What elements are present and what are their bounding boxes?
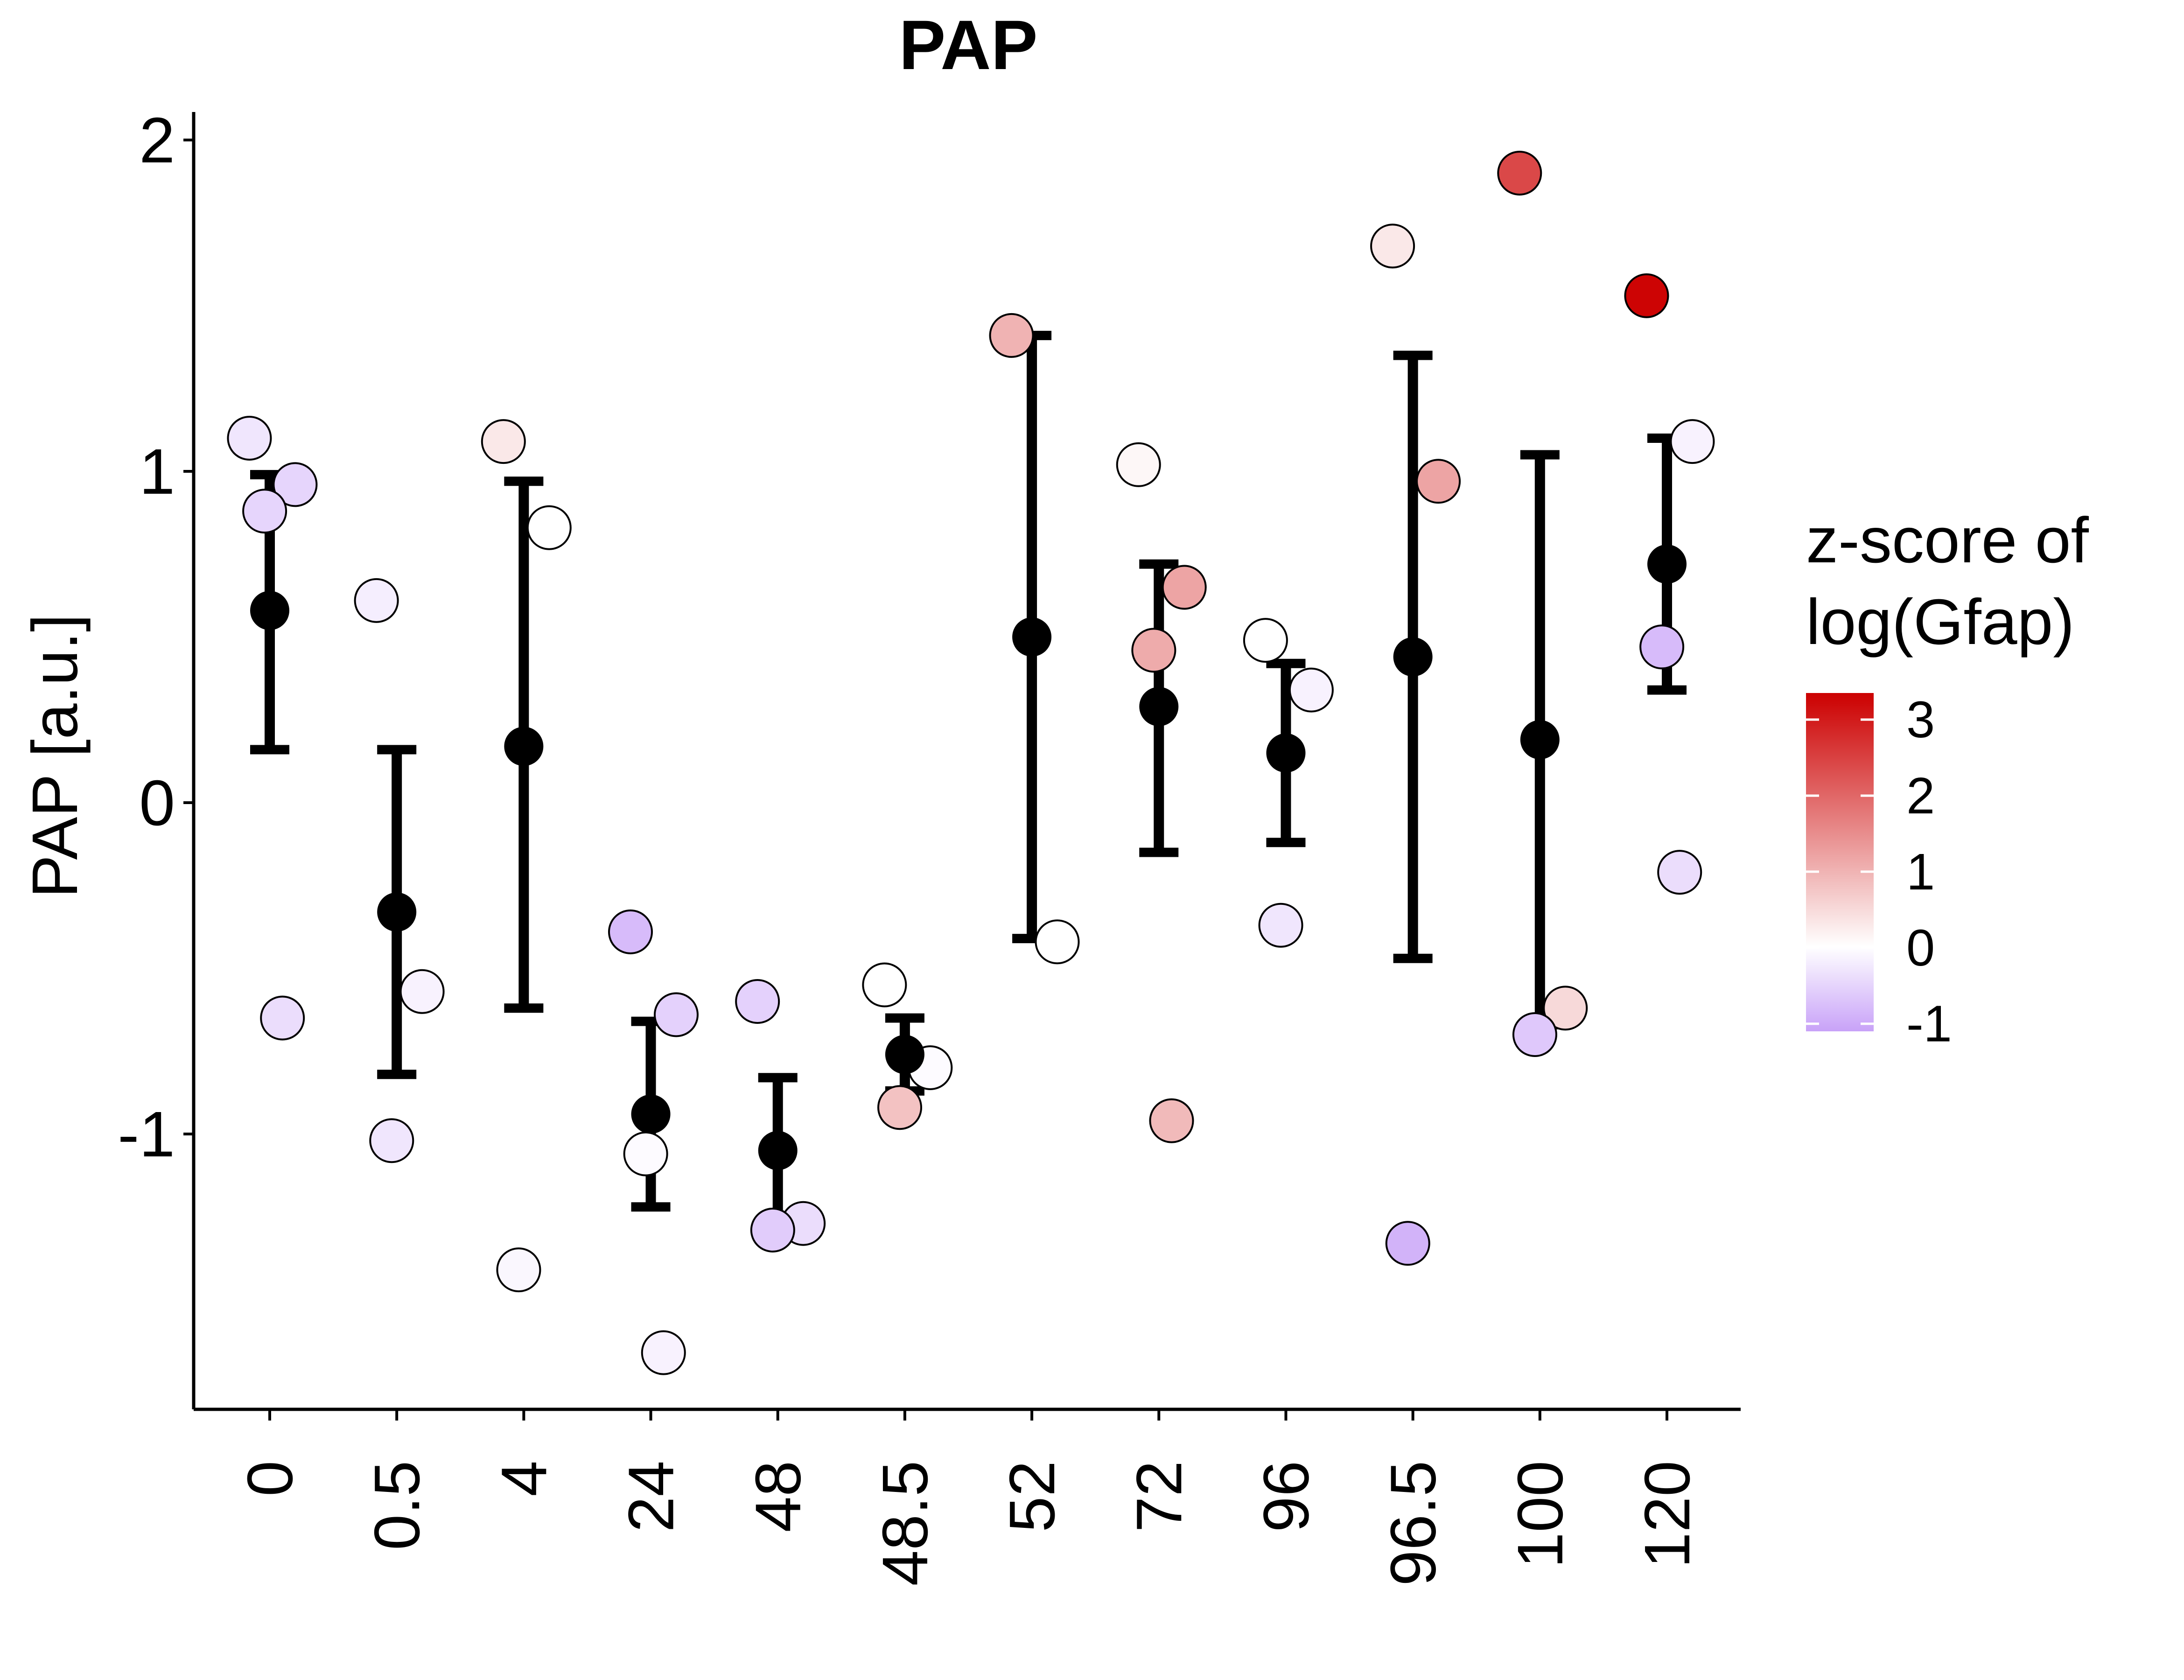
data-point	[227, 416, 272, 461]
x-tick-label: 48	[742, 1461, 814, 1533]
legend-title-line-1: z-score of	[1806, 504, 2089, 576]
mean-point	[885, 1035, 924, 1074]
data-point	[1370, 224, 1415, 269]
mean-point	[1266, 733, 1306, 773]
data-points	[227, 151, 1715, 1375]
legend-tick-label: 1	[1906, 843, 1935, 901]
mean-point	[1012, 617, 1052, 657]
x-tick-label: 4	[488, 1461, 560, 1497]
data-point	[1288, 667, 1334, 713]
color-bar	[1806, 693, 1874, 1031]
x-tick-label: 0.5	[361, 1461, 433, 1550]
data-point	[496, 1247, 541, 1293]
legend-tick-label: 2	[1906, 767, 1935, 825]
data-point	[260, 995, 305, 1041]
mean-point	[504, 727, 544, 766]
data-point	[1035, 919, 1080, 965]
error-bars	[250, 330, 1687, 1232]
color-legend: z-score of log(Gfap) 3 2 1 0 -1	[1806, 504, 2089, 1053]
y-tick-label: 1	[139, 436, 175, 508]
data-point	[862, 962, 907, 1008]
x-tick-label: 100	[1505, 1461, 1576, 1568]
data-point	[481, 419, 526, 464]
data-point	[399, 969, 445, 1014]
legend-tick-label: 0	[1906, 919, 1935, 977]
x-tick-label: 96	[1250, 1461, 1322, 1533]
x-tick-label: 72	[1123, 1461, 1195, 1533]
x-tick-label: 120	[1631, 1461, 1703, 1568]
data-point	[1639, 624, 1685, 670]
mean-point	[250, 591, 289, 630]
data-point	[273, 462, 318, 507]
legend-title-line-2: log(Gfap)	[1806, 586, 2074, 658]
mean-point	[1139, 687, 1179, 727]
mean-points	[250, 544, 1687, 1170]
data-point	[653, 992, 699, 1037]
data-point	[1657, 850, 1702, 895]
y-tick-label: -1	[118, 1099, 175, 1170]
x-tick-label: 96.5	[1378, 1461, 1449, 1586]
data-point	[1416, 459, 1461, 504]
data-point	[1543, 986, 1588, 1031]
data-point	[608, 909, 653, 954]
data-point	[623, 1131, 668, 1176]
legend-tick-label: 3	[1906, 691, 1935, 749]
data-point	[1131, 628, 1176, 673]
mean-point	[758, 1131, 798, 1170]
data-point	[641, 1330, 686, 1375]
data-point	[735, 979, 780, 1024]
data-point	[877, 1085, 923, 1130]
data-point	[242, 489, 287, 534]
data-point	[354, 578, 399, 623]
data-point	[1497, 151, 1542, 196]
chart-title: PAP	[899, 6, 1037, 84]
data-point	[1243, 618, 1288, 663]
legend-tick-label: -1	[1906, 995, 1952, 1053]
mean-point	[377, 892, 417, 932]
x-tick-label: 52	[996, 1461, 1068, 1533]
mean-point	[1647, 544, 1687, 584]
x-tick-label: 24	[616, 1461, 687, 1533]
mean-point	[631, 1094, 671, 1134]
y-tick-label: 0	[139, 767, 175, 839]
data-point	[1116, 442, 1161, 487]
data-point	[750, 1207, 795, 1253]
mean-point	[1393, 637, 1433, 677]
data-point	[1624, 273, 1669, 318]
data-point	[526, 505, 572, 550]
data-point	[369, 1118, 414, 1163]
legend-ticks: 3 2 1 0 -1	[1806, 691, 1952, 1053]
data-point	[1258, 903, 1303, 948]
data-point	[989, 313, 1034, 358]
mean-point	[1520, 720, 1560, 760]
data-point	[1162, 565, 1207, 610]
x-tick-label: 0	[234, 1461, 306, 1497]
y-axis-label: PAP [a.u.]	[19, 614, 91, 898]
data-point	[1512, 1012, 1557, 1057]
data-point	[1670, 419, 1715, 464]
x-tick-label: 48.5	[869, 1461, 941, 1586]
data-point	[1385, 1221, 1430, 1266]
y-tick-label: 2	[139, 105, 175, 176]
data-point	[1149, 1098, 1194, 1143]
